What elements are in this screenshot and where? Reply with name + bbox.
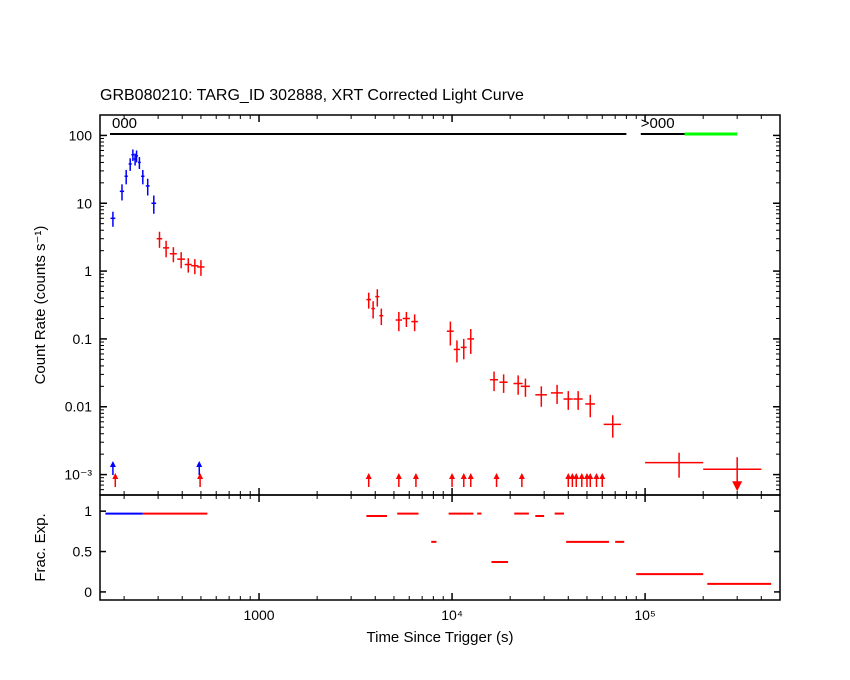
data-point [447, 322, 454, 346]
event-arrow-icon [413, 473, 419, 487]
data-point [371, 301, 374, 318]
data-point [551, 385, 563, 404]
event-arrow-icon [396, 473, 402, 487]
event-arrow-icon [112, 473, 118, 487]
event-arrow-icon [584, 473, 590, 487]
top-annot-right: >000 [641, 115, 675, 132]
event-arrow-icon [573, 473, 579, 487]
xtick-label: 10⁴ [441, 607, 463, 623]
event-arrow-icon [569, 473, 575, 487]
data-point [645, 453, 703, 478]
data-point [490, 372, 498, 392]
ytick-label: 0.1 [73, 331, 93, 347]
ytick-label: 100 [69, 127, 93, 143]
data-point [170, 247, 177, 262]
ytick-label: 0.01 [65, 399, 92, 415]
data-point [379, 309, 383, 325]
ytick-label: 10 [76, 195, 92, 211]
bottom-ytick-label: 1 [84, 503, 92, 519]
data-point [521, 379, 530, 397]
y-axis-label: Count Rate (counts s⁻¹) [32, 226, 49, 385]
data-point [120, 184, 124, 200]
event-arrow-icon [449, 473, 455, 487]
data-point [197, 260, 204, 276]
xtick-label: 1000 [243, 607, 274, 623]
data-point [403, 312, 410, 327]
data-point [129, 158, 132, 171]
data-point [185, 258, 192, 272]
data-point [177, 252, 185, 268]
data-point [467, 329, 474, 354]
bottom-ytick-label: 0.5 [73, 544, 93, 560]
event-arrow-icon [494, 473, 500, 487]
data-point [157, 232, 162, 248]
data-point [366, 293, 371, 309]
chart-svg: GRB080210: TARG_ID 302888, XRT Corrected… [0, 0, 850, 680]
data-point [513, 375, 522, 394]
upper-limit-arrow [703, 457, 761, 491]
event-arrow-icon [197, 473, 203, 487]
data-point [138, 157, 141, 169]
data-point [125, 170, 128, 184]
event-arrow-icon [587, 473, 593, 487]
x-axis-label: Time Since Trigger (s) [367, 629, 514, 646]
data-point [535, 386, 547, 406]
event-arrow-icon [579, 473, 585, 487]
event-arrow-icon [461, 473, 467, 487]
event-arrow-icon [468, 473, 474, 487]
main-axes-frame [100, 115, 780, 495]
chart-title: GRB080210: TARG_ID 302888, XRT Corrected… [100, 87, 524, 104]
xtick-label: 10⁵ [634, 607, 655, 623]
bottom-axes-frame [100, 495, 780, 600]
event-arrow-icon [110, 461, 116, 475]
data-point [454, 340, 460, 362]
event-arrow-icon [593, 473, 599, 487]
ytick-label: 10⁻³ [64, 467, 92, 483]
data-point [499, 374, 507, 393]
data-point [411, 314, 418, 331]
data-point [375, 289, 379, 306]
data-point [110, 212, 115, 227]
data-point [585, 395, 595, 417]
event-arrow-icon [599, 473, 605, 487]
data-point [141, 170, 144, 184]
event-arrow-icon [565, 473, 571, 487]
bottom-y-axis-label: Frac. Exp. [32, 513, 49, 581]
data-point [461, 339, 467, 359]
data-point [146, 179, 150, 196]
data-point [564, 391, 573, 410]
chart-container: GRB080210: TARG_ID 302888, XRT Corrected… [0, 0, 850, 680]
data-point [151, 196, 156, 214]
data-point [573, 391, 582, 410]
ytick-label: 1 [84, 263, 92, 279]
data-point [396, 312, 402, 331]
bottom-ytick-label: 0 [84, 584, 92, 600]
event-arrow-icon [366, 473, 372, 487]
event-arrow-icon [519, 473, 525, 487]
event-arrow-icon [196, 461, 202, 475]
top-annot-left: 000 [112, 115, 137, 132]
data-point [604, 415, 621, 437]
data-point [163, 241, 169, 257]
